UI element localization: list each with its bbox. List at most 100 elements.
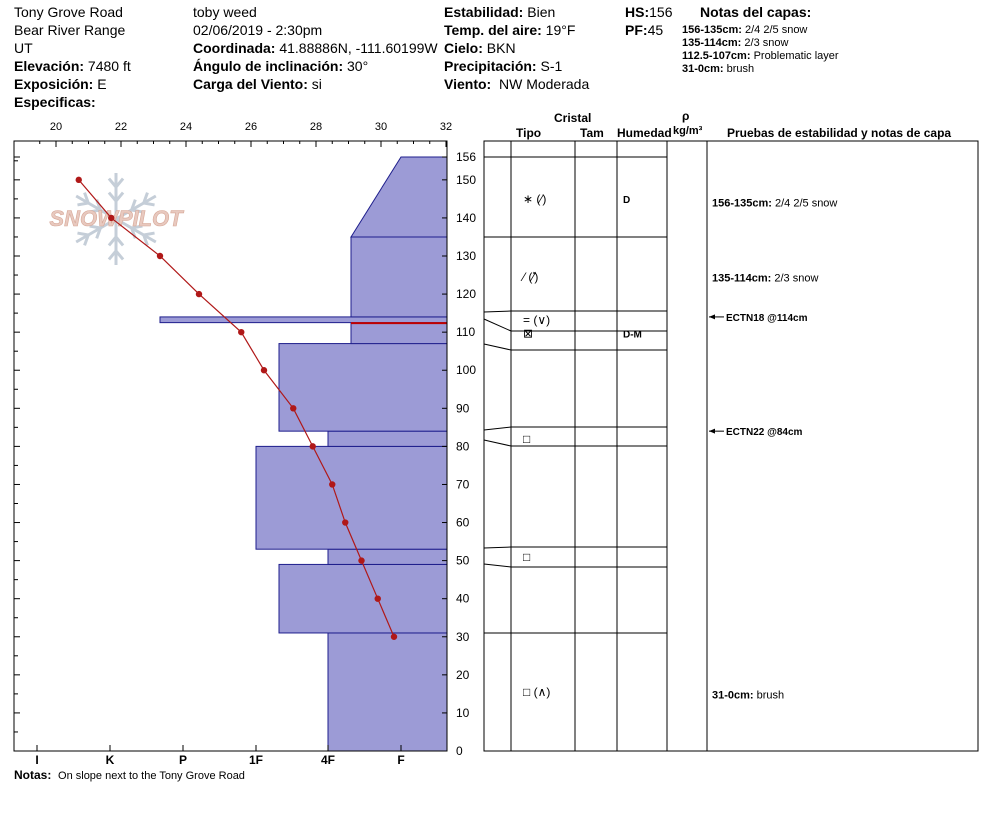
- hardness-layer: [255, 445, 448, 550]
- hardness-layer: [350, 236, 448, 318]
- layer-boundary-connector: [483, 546, 512, 549]
- aspect-row: Exposición: E: [14, 76, 107, 92]
- snowflake-branch: [131, 224, 143, 230]
- height-tick-label: 156: [456, 150, 476, 164]
- temp-tick-label: 24: [180, 121, 192, 133]
- height-tick-label: 80: [456, 439, 470, 453]
- temp-tick-label: 28: [310, 121, 322, 133]
- header-layer-note: 112.5-107cm: Problematic layer: [682, 50, 839, 62]
- layer-note-range: 135-114cm:: [712, 273, 771, 285]
- snowflake-branch: [107, 236, 118, 247]
- temperature-profile: [75, 176, 398, 640]
- hardness-layer: [327, 632, 448, 752]
- layer-table: ∗ (⁄) D ⁄ (⁄̽) = (∨)⊠ D-M □ □ □ (∧) 156-135cm: 2…: [483, 156, 837, 752]
- snowflake-branch: [114, 250, 125, 261]
- temperature-point: [329, 481, 336, 488]
- observer-name: toby weed: [193, 4, 257, 20]
- temp-tick-label: 26: [245, 121, 257, 133]
- snowflake-branch: [77, 231, 89, 237]
- coordinates-value: 41.88886N, -111.60199W: [279, 40, 438, 56]
- snowflake-branch: [142, 192, 149, 204]
- height-tick-label: 150: [456, 173, 476, 187]
- snowflake-branch: [77, 201, 89, 207]
- temperature-point: [75, 176, 82, 184]
- moisture-header: Humedad: [617, 126, 672, 140]
- layer-boundary-connector: [483, 310, 512, 313]
- aspect-value: E: [97, 76, 107, 92]
- stability-test-arrow-head: [709, 314, 715, 320]
- logo-text: SNOWPILOT: [49, 206, 184, 231]
- hs-label: HS:: [625, 4, 650, 20]
- temp-tick-label: 30: [375, 121, 387, 133]
- temperature-point: [390, 633, 398, 640]
- table-frame: [483, 140, 979, 752]
- hs-row: HS:156: [625, 4, 672, 20]
- wind-load-value: si: [311, 76, 322, 92]
- hardness-axis: I K P 1F 4F F: [35, 745, 405, 767]
- layer-boundary-connector: [483, 318, 512, 332]
- hardness-tick-label: 4F: [321, 753, 335, 767]
- crystal-moisture: D: [623, 195, 630, 206]
- size-header: Tam: [580, 126, 604, 140]
- air-temp-row: Temp. del aire: 19°F: [444, 22, 575, 38]
- air-temp-value: 19°F: [545, 22, 576, 38]
- temperature-point: [156, 252, 164, 260]
- hardness-layer: [327, 430, 448, 447]
- precip-row: Precipitación: S-1: [444, 58, 562, 74]
- layer-note-range: 156-135cm:: [712, 198, 772, 210]
- chart-frames: [13, 140, 979, 752]
- snowflake-branch: [107, 250, 118, 261]
- snowflake-branch: [83, 234, 90, 246]
- snowflake-branch: [131, 208, 143, 214]
- precip-label: Precipitación:: [444, 58, 537, 74]
- hardness-tick-label: K: [106, 753, 115, 767]
- snowflake-branch: [114, 177, 125, 188]
- slope-row: Ángulo de inclinación: 30°: [193, 58, 368, 74]
- density-unit: kg/m³: [673, 125, 703, 137]
- sky-row: Cielo: BKN: [444, 40, 516, 56]
- hs-value: 156: [649, 4, 673, 20]
- hardness-layer: [278, 343, 448, 432]
- snowflake-branch: [130, 199, 137, 211]
- layer-boundary-connector: [483, 343, 512, 351]
- pf-row: PF:45: [625, 22, 663, 38]
- crystal-type: □: [523, 550, 530, 564]
- air-temp-label: Temp. del aire:: [444, 22, 542, 38]
- crystal-type: = (∨): [523, 313, 550, 327]
- pf-label: PF:: [625, 22, 648, 38]
- height-tick-label: 0: [456, 744, 463, 758]
- hardness-layer: [278, 563, 448, 634]
- header-layer-note: 31-0cm: brush: [682, 63, 755, 75]
- precip-value: S-1: [540, 58, 563, 74]
- height-tick-label: 130: [456, 249, 476, 263]
- layer-notes-title: Notas del capas:: [700, 4, 812, 20]
- snowflake-branch: [143, 201, 155, 207]
- sky-value: BKN: [486, 40, 516, 56]
- wind-label: Viento:: [444, 76, 492, 92]
- stability-test-label: ECTN18 @114cm: [726, 313, 808, 324]
- crystal-type: ⊠: [523, 326, 533, 340]
- snowflake-icon: [75, 173, 157, 265]
- notes-row: Notas: On slope next to the Tony Grove R…: [14, 767, 245, 783]
- wind-load-row: Carga del Viento: si: [193, 76, 322, 92]
- snowflake-branch: [114, 191, 125, 202]
- layer-note: 156-135cm: 2/4 2/5 snow: [712, 198, 837, 210]
- crystal-header: Cristal: [554, 111, 592, 125]
- temperature-point: [290, 405, 297, 412]
- hardness-tick-label: F: [397, 753, 404, 767]
- height-tick-label: 60: [456, 516, 470, 530]
- temperature-point: [260, 367, 268, 374]
- height-tick-label: 100: [456, 363, 476, 377]
- location-name: Tony Grove Road: [14, 4, 123, 20]
- snowflake-branch: [83, 192, 90, 204]
- layer-boundary-connector: [483, 439, 512, 447]
- height-tick-label: 20: [456, 668, 470, 682]
- snowflake-branch: [142, 234, 149, 246]
- slope-value: 30°: [347, 58, 369, 74]
- layer-note-text: 2/4 2/5 snow: [772, 198, 837, 210]
- temperature-point: [309, 443, 316, 450]
- hardness-layer: [159, 316, 448, 324]
- hardness-tick-label: 1F: [249, 753, 263, 767]
- aspect-label: Exposición:: [14, 76, 94, 92]
- temp-tick-label: 32: [440, 121, 452, 133]
